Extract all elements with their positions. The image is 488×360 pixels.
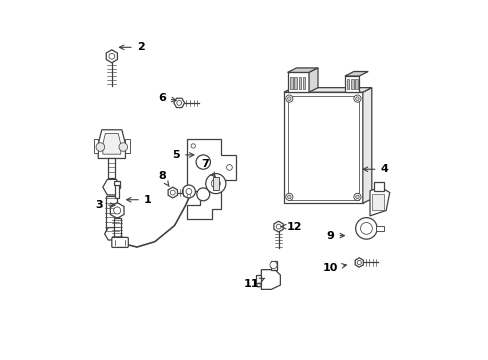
Circle shape [353, 193, 360, 201]
Text: 2: 2 [119, 42, 144, 52]
Text: 12: 12 [281, 222, 302, 231]
Text: 6: 6 [158, 93, 176, 103]
Polygon shape [102, 134, 121, 154]
Circle shape [96, 143, 104, 151]
Polygon shape [106, 50, 117, 63]
Circle shape [109, 53, 115, 59]
Bar [125, 139, 129, 153]
Bar [371, 194, 384, 211]
Circle shape [287, 195, 290, 199]
Circle shape [356, 260, 361, 265]
Polygon shape [270, 261, 276, 270]
Circle shape [226, 165, 232, 170]
Polygon shape [110, 203, 124, 219]
Circle shape [182, 185, 195, 198]
Bar [355, 79, 357, 89]
Bar [115, 182, 119, 198]
Text: 11: 11 [244, 278, 264, 289]
Text: 9: 9 [326, 231, 344, 240]
Bar [256, 275, 261, 285]
Bar [113, 219, 121, 238]
Circle shape [177, 100, 181, 105]
Polygon shape [168, 187, 177, 198]
Polygon shape [284, 87, 371, 92]
Circle shape [205, 174, 225, 194]
Polygon shape [308, 68, 317, 92]
Bar [298, 77, 301, 89]
Circle shape [285, 193, 292, 201]
Polygon shape [187, 139, 235, 220]
Bar [106, 196, 117, 234]
Polygon shape [344, 72, 367, 76]
Polygon shape [98, 130, 125, 158]
Polygon shape [273, 221, 283, 232]
Bar [108, 158, 115, 178]
Circle shape [355, 195, 359, 199]
Circle shape [211, 179, 220, 188]
Text: 4: 4 [363, 164, 387, 174]
Circle shape [185, 189, 191, 194]
Polygon shape [261, 270, 280, 289]
Text: 1: 1 [126, 195, 151, 205]
Bar [287, 96, 359, 200]
Bar [212, 177, 219, 190]
Bar [284, 92, 362, 203]
Bar [373, 182, 384, 191]
Bar [294, 77, 296, 89]
Polygon shape [102, 179, 121, 195]
Polygon shape [354, 258, 363, 267]
Polygon shape [287, 68, 317, 72]
Polygon shape [369, 187, 389, 216]
Text: 3: 3 [95, 200, 115, 210]
Circle shape [355, 218, 376, 239]
Circle shape [353, 95, 360, 102]
Circle shape [360, 222, 371, 234]
Bar [114, 181, 120, 185]
Circle shape [170, 190, 175, 195]
FancyBboxPatch shape [112, 237, 128, 247]
Circle shape [119, 143, 127, 151]
Text: 5: 5 [172, 150, 193, 160]
Bar [289, 77, 292, 89]
Circle shape [196, 155, 210, 169]
Text: 10: 10 [322, 263, 346, 273]
Bar [287, 72, 308, 92]
Bar [94, 139, 98, 153]
Circle shape [113, 207, 121, 214]
Circle shape [196, 188, 209, 201]
Circle shape [269, 261, 277, 269]
Circle shape [355, 97, 359, 100]
Polygon shape [104, 228, 119, 240]
Circle shape [285, 95, 292, 102]
Bar [344, 76, 359, 92]
Bar [350, 79, 353, 89]
Bar [346, 79, 348, 89]
Bar [376, 226, 383, 231]
Circle shape [191, 144, 195, 148]
Circle shape [276, 224, 281, 229]
Ellipse shape [256, 283, 261, 287]
Bar [303, 77, 305, 89]
Polygon shape [362, 87, 371, 203]
Text: 7: 7 [201, 159, 215, 177]
Polygon shape [174, 98, 184, 108]
Text: 8: 8 [158, 171, 169, 186]
Circle shape [287, 97, 290, 100]
